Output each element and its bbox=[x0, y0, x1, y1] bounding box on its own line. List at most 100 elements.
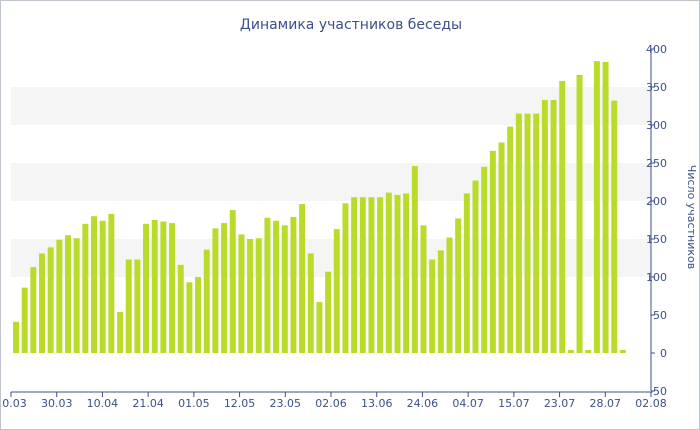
bar bbox=[91, 216, 98, 353]
bar bbox=[524, 113, 531, 353]
bar bbox=[169, 223, 176, 353]
x-tick-label: 30.03 bbox=[41, 397, 73, 410]
bar bbox=[559, 80, 566, 354]
bar bbox=[316, 302, 323, 353]
bar bbox=[281, 225, 288, 353]
bar bbox=[550, 99, 557, 353]
bar bbox=[403, 193, 410, 353]
chart-title: Динамика участников беседы bbox=[240, 17, 462, 33]
y-tick-label: 300 bbox=[646, 119, 667, 132]
y-tick-label: 200 bbox=[646, 195, 667, 208]
bar bbox=[247, 239, 254, 353]
bar bbox=[463, 193, 470, 353]
bar bbox=[351, 197, 358, 353]
bar bbox=[533, 113, 540, 353]
y-tick-label: 400 bbox=[646, 43, 667, 56]
bar bbox=[221, 223, 228, 353]
bar bbox=[299, 204, 306, 353]
bar bbox=[13, 321, 19, 353]
bar bbox=[359, 197, 366, 353]
bar bbox=[325, 271, 332, 353]
bar bbox=[307, 253, 314, 353]
bar bbox=[585, 349, 592, 353]
x-tick-label: 01.05 bbox=[178, 397, 210, 410]
bar bbox=[489, 150, 496, 353]
x-tick-label: 23.05 bbox=[270, 397, 302, 410]
bar bbox=[21, 287, 28, 353]
bar bbox=[229, 210, 236, 353]
x-tick-label: 20.03 bbox=[1, 397, 27, 410]
bar bbox=[368, 197, 375, 353]
bar bbox=[515, 113, 522, 353]
y-tick-label: 50 bbox=[653, 309, 667, 322]
bar bbox=[151, 220, 158, 353]
y-tick-label: 0 bbox=[660, 347, 667, 360]
x-tick-label: 02.08 bbox=[635, 397, 667, 410]
bar bbox=[567, 349, 574, 353]
bar bbox=[73, 238, 80, 353]
bar bbox=[377, 197, 384, 353]
bar bbox=[65, 235, 72, 353]
bar bbox=[593, 61, 600, 353]
y-tick-label: -50 bbox=[649, 385, 667, 398]
y-axis: -50 0 50 100 150 200 250 300 350 400 bbox=[646, 43, 667, 398]
bar bbox=[195, 277, 202, 353]
bar bbox=[446, 237, 453, 353]
x-tick-label: 02.06 bbox=[315, 397, 347, 410]
x-axis: 20.03 30.03 10.04 21.04 01.05 12.05 23.05 02.06… bbox=[1, 391, 667, 410]
bar bbox=[255, 238, 262, 353]
bar bbox=[39, 253, 46, 353]
x-tick-label: 13.06 bbox=[361, 397, 393, 410]
bar bbox=[481, 166, 488, 353]
bars-group bbox=[13, 61, 626, 354]
bar bbox=[411, 166, 418, 353]
bar bbox=[437, 250, 444, 353]
bar bbox=[333, 229, 340, 353]
bar bbox=[143, 223, 150, 353]
bar bbox=[429, 259, 436, 353]
x-tick-label: 23.07 bbox=[544, 397, 576, 410]
bar bbox=[602, 61, 609, 354]
bar bbox=[541, 99, 548, 353]
bar bbox=[82, 223, 89, 353]
bar bbox=[611, 100, 618, 354]
bar bbox=[290, 216, 297, 353]
bar bbox=[394, 194, 401, 353]
x-tick-label: 04.07 bbox=[452, 397, 484, 410]
bar bbox=[134, 259, 141, 353]
y-tick-label: 350 bbox=[646, 81, 667, 94]
bar bbox=[420, 225, 427, 353]
y-tick-label: 150 bbox=[646, 233, 667, 246]
bar bbox=[472, 180, 479, 353]
bar bbox=[186, 282, 193, 353]
x-tick-label: 15.07 bbox=[498, 397, 530, 410]
bar bbox=[177, 264, 184, 353]
bar bbox=[212, 228, 219, 353]
y-tick-label: 250 bbox=[646, 157, 667, 170]
bar bbox=[264, 217, 271, 353]
bar bbox=[30, 267, 37, 353]
bar bbox=[47, 247, 54, 353]
y-tick-label: 100 bbox=[646, 271, 667, 284]
bar bbox=[342, 203, 349, 353]
bar bbox=[498, 142, 505, 353]
bar bbox=[117, 311, 124, 353]
bar bbox=[125, 259, 132, 353]
bar bbox=[108, 213, 115, 353]
bar bbox=[203, 249, 210, 353]
x-tick-label: 21.04 bbox=[132, 397, 164, 410]
x-tick-label: 28.07 bbox=[590, 397, 622, 410]
bar bbox=[507, 126, 514, 354]
x-tick-label: 12.05 bbox=[224, 397, 256, 410]
bar bbox=[455, 218, 462, 353]
y-axis-label: Число участников bbox=[685, 165, 698, 269]
bar bbox=[385, 192, 392, 353]
bar bbox=[273, 220, 280, 353]
bar bbox=[238, 234, 245, 353]
x-tick-label: 10.04 bbox=[87, 397, 119, 410]
bar bbox=[576, 74, 583, 353]
bar bbox=[619, 349, 626, 353]
bar bbox=[160, 221, 167, 353]
